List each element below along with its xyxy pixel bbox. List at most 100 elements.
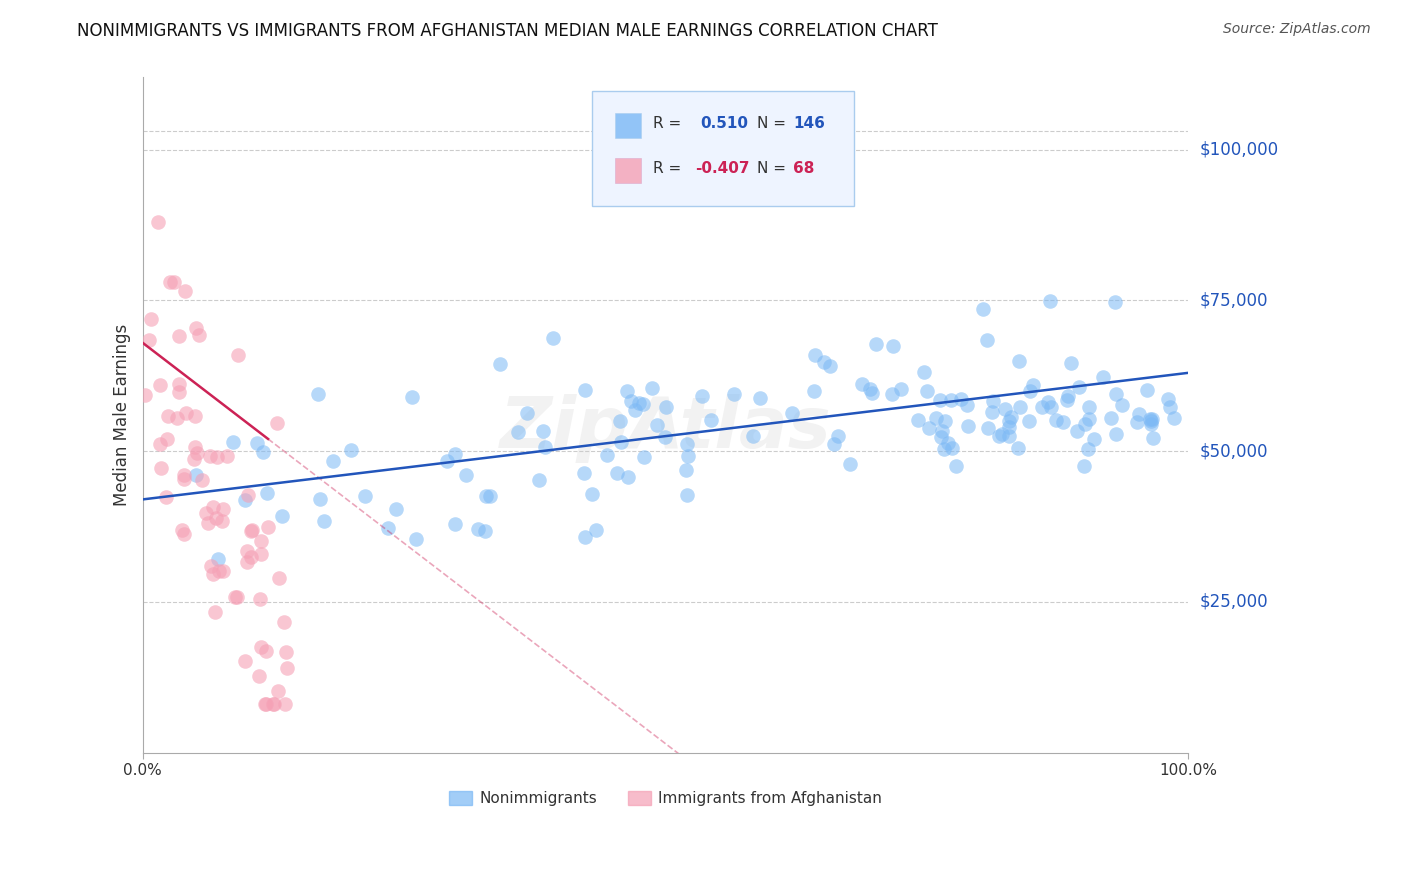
Point — [173, 527, 195, 541]
Point — [610, 435, 633, 450]
Point — [186, 446, 208, 460]
Point — [443, 446, 465, 460]
Point — [1021, 378, 1043, 392]
Point — [628, 396, 651, 410]
Point — [1073, 417, 1095, 431]
Text: 0.510: 0.510 — [700, 116, 748, 131]
Point — [1056, 389, 1078, 403]
Point — [655, 400, 678, 414]
Point — [1111, 398, 1133, 412]
Point — [183, 452, 205, 467]
Point — [239, 524, 262, 538]
Point — [1128, 407, 1150, 421]
Point — [616, 384, 638, 399]
Text: 146: 146 — [793, 116, 825, 131]
Point — [224, 591, 246, 605]
Point — [1039, 400, 1062, 414]
Point — [170, 524, 193, 538]
Point — [827, 429, 849, 443]
Point — [859, 382, 882, 396]
Point — [1104, 295, 1126, 310]
Point — [222, 434, 245, 449]
Text: ZipAtlas: ZipAtlas — [499, 394, 831, 463]
Text: NONIMMIGRANTS VS IMMIGRANTS FROM AFGHANISTAN MEDIAN MALE EARNINGS CORRELATION CH: NONIMMIGRANTS VS IMMIGRANTS FROM AFGHANI… — [77, 22, 938, 40]
Text: -0.407: -0.407 — [695, 161, 749, 176]
Point — [207, 564, 229, 578]
Point — [860, 386, 883, 401]
Point — [977, 421, 1000, 435]
Point — [994, 402, 1017, 417]
Point — [957, 418, 980, 433]
Point — [174, 406, 197, 420]
Point — [516, 406, 538, 420]
Point — [1036, 395, 1059, 409]
Point — [173, 473, 195, 487]
Point — [149, 436, 172, 450]
Point — [941, 441, 963, 455]
Point — [823, 437, 845, 451]
Point — [240, 523, 263, 537]
Y-axis label: Median Male Earnings: Median Male Earnings — [114, 324, 131, 506]
Point — [250, 547, 273, 561]
Point — [1031, 400, 1053, 414]
Point — [1066, 424, 1088, 438]
Point — [474, 524, 496, 538]
Text: Source: ZipAtlas.com: Source: ZipAtlas.com — [1223, 22, 1371, 37]
Point — [254, 644, 277, 658]
Point — [631, 397, 654, 411]
Point — [813, 355, 835, 369]
Point — [226, 348, 249, 362]
Point — [949, 392, 972, 407]
Point — [256, 486, 278, 500]
Point — [266, 416, 288, 430]
Point — [1008, 401, 1031, 415]
Point — [945, 458, 967, 473]
Point — [252, 444, 274, 458]
Point — [1142, 431, 1164, 445]
Point — [1105, 386, 1128, 401]
Point — [134, 388, 156, 402]
Point — [322, 454, 344, 468]
Point — [198, 449, 221, 463]
Point — [156, 433, 179, 447]
Point — [1163, 411, 1185, 425]
Point — [574, 530, 596, 544]
Point — [235, 654, 257, 668]
Point — [276, 660, 298, 674]
Point — [276, 644, 298, 658]
Point — [401, 390, 423, 404]
Point — [1077, 442, 1099, 457]
Point — [998, 428, 1021, 442]
Point — [818, 359, 841, 374]
Point — [531, 424, 554, 438]
Point — [1139, 414, 1161, 428]
Point — [173, 468, 195, 483]
Point — [263, 698, 285, 712]
Point — [207, 552, 229, 566]
Point — [918, 421, 941, 435]
Point — [925, 411, 948, 425]
Point — [474, 489, 496, 503]
Point — [931, 424, 953, 438]
Point — [163, 276, 186, 290]
Point — [309, 491, 332, 506]
Point — [384, 502, 406, 516]
Point — [1139, 412, 1161, 426]
Point — [139, 311, 162, 326]
Point — [1073, 459, 1095, 474]
Text: 68: 68 — [793, 161, 814, 176]
Point — [585, 523, 607, 537]
Point — [253, 698, 276, 712]
Point — [890, 382, 912, 396]
Point — [581, 487, 603, 501]
Point — [215, 449, 238, 463]
Point — [186, 467, 208, 482]
Point — [267, 571, 290, 585]
Point — [543, 331, 565, 345]
Point — [254, 698, 277, 712]
Point — [1099, 411, 1122, 425]
Text: N =: N = — [758, 161, 786, 176]
Point — [1019, 384, 1042, 399]
Point — [572, 467, 595, 481]
Point — [624, 402, 647, 417]
